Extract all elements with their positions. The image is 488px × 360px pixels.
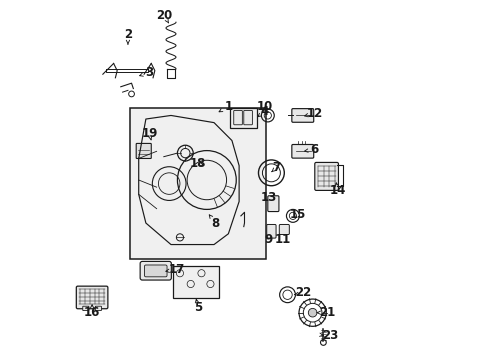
Text: 17: 17 — [168, 263, 184, 276]
Text: 23: 23 — [321, 329, 337, 342]
Text: 10: 10 — [256, 100, 272, 113]
Text: 8: 8 — [211, 216, 220, 230]
Text: 4: 4 — [260, 105, 268, 118]
Text: 5: 5 — [193, 301, 202, 314]
Text: 1: 1 — [224, 100, 232, 113]
Text: 21: 21 — [318, 306, 334, 319]
FancyBboxPatch shape — [129, 108, 265, 259]
FancyBboxPatch shape — [291, 144, 313, 158]
Text: 3: 3 — [145, 66, 153, 79]
FancyBboxPatch shape — [172, 266, 219, 298]
Text: 15: 15 — [289, 208, 306, 221]
FancyBboxPatch shape — [266, 225, 276, 238]
FancyBboxPatch shape — [230, 108, 257, 128]
Text: 19: 19 — [141, 127, 157, 140]
FancyBboxPatch shape — [76, 286, 108, 309]
FancyBboxPatch shape — [144, 265, 167, 277]
FancyBboxPatch shape — [95, 306, 101, 311]
Text: 11: 11 — [274, 233, 290, 246]
FancyBboxPatch shape — [82, 306, 89, 311]
Text: 6: 6 — [310, 143, 318, 156]
Text: 13: 13 — [260, 191, 276, 204]
FancyBboxPatch shape — [140, 261, 171, 280]
Text: 14: 14 — [329, 184, 345, 197]
Text: 16: 16 — [84, 306, 100, 319]
Text: 2: 2 — [123, 28, 132, 41]
Text: 7: 7 — [272, 161, 280, 174]
Text: 12: 12 — [305, 107, 322, 120]
Text: 20: 20 — [155, 9, 172, 22]
FancyBboxPatch shape — [291, 109, 313, 122]
Text: 22: 22 — [295, 287, 311, 300]
Text: 9: 9 — [264, 233, 272, 246]
FancyBboxPatch shape — [244, 111, 252, 125]
FancyBboxPatch shape — [314, 162, 338, 190]
FancyBboxPatch shape — [136, 143, 151, 158]
FancyBboxPatch shape — [233, 111, 242, 125]
Text: 18: 18 — [189, 157, 205, 170]
FancyBboxPatch shape — [267, 196, 278, 212]
FancyBboxPatch shape — [279, 225, 289, 234]
Circle shape — [308, 309, 316, 317]
